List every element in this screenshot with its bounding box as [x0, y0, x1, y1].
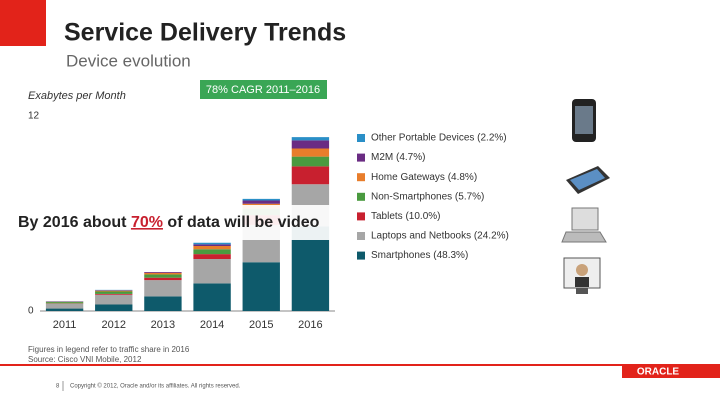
page-number: 8 [56, 384, 60, 390]
slide-title: Service Delivery Trends [64, 19, 346, 47]
bar-segment [193, 259, 231, 284]
y-tick-label: 0 [28, 306, 34, 317]
monitor-icon [563, 257, 601, 294]
bar-segment [291, 137, 330, 141]
x-tick-label: 2011 [53, 319, 77, 331]
legend-swatch [357, 134, 365, 142]
bar-segment [193, 246, 231, 250]
bar-segment [291, 140, 330, 149]
annotation: 78% CAGR 2011–2016 [206, 84, 320, 96]
note: Figures in legend refer to traffic share… [28, 345, 190, 354]
legend-label: Home Gateways (4.8%) [371, 172, 477, 183]
y-tick-label: 12 [28, 111, 40, 122]
callout-highlight: 70% [131, 214, 163, 231]
copyright: Copyright © 2012, Oracle and/or its affi… [70, 383, 241, 390]
bar-segment [144, 280, 182, 297]
logo-box [622, 364, 720, 378]
legend: Smartphones (48.3%) Laptops and Netbooks … [357, 133, 509, 261]
legend-swatch [357, 153, 365, 162]
phone-icon [572, 99, 596, 142]
bar-segment [95, 291, 133, 294]
legend-label: Laptops and Netbooks (24.2%) [371, 231, 509, 242]
callout-text: By 2016 about [18, 214, 131, 231]
x-tick-label: 2015 [249, 319, 273, 331]
bar-segment [95, 293, 133, 295]
legend-swatch [357, 251, 365, 260]
callout-box [12, 205, 355, 240]
bar-segment [193, 242, 231, 245]
bar-segment [95, 304, 133, 311]
bar-segment [144, 272, 182, 275]
legend-label: Non-Smartphones (5.7%) [371, 191, 484, 202]
bar-segment [144, 272, 182, 273]
bar-segment [95, 290, 133, 292]
legend-swatch [357, 232, 365, 240]
bar-segment [291, 148, 330, 157]
x-tick-label: 2016 [298, 319, 322, 331]
bar-segment [242, 262, 280, 311]
bar-segment [45, 303, 84, 309]
brand-block [0, 0, 46, 46]
plot: 0 12 2011 2012 2013 2014 2015 2016 [28, 111, 335, 331]
note: Source: Cisco VNI Mobile, 2012 [28, 355, 142, 364]
callout-text: of data will be video [163, 214, 320, 231]
bar-segment [291, 226, 330, 311]
legend-swatch [357, 173, 365, 182]
bar-segment [95, 294, 133, 305]
bar-segment [193, 283, 231, 311]
callout: By 2016 about 70% of data will be video [18, 214, 320, 231]
slide-subtitle: Device evolution [66, 51, 191, 70]
bar-segment [45, 302, 84, 304]
legend-label: Smartphones (48.3%) [371, 250, 468, 261]
logo: ORACLE [637, 367, 680, 378]
x-tick-label: 2013 [151, 319, 175, 331]
legend-swatch [357, 212, 365, 221]
tablet-icon [566, 166, 610, 194]
bar-segment [291, 156, 330, 167]
legend-label: Tablets (10.0%) [371, 211, 440, 222]
bar-segment [144, 277, 182, 281]
bar-segment [144, 296, 182, 311]
legend-label: Other Portable Devices (2.2%) [371, 133, 507, 144]
laptop-icon [561, 207, 607, 243]
annotation-box [200, 80, 327, 99]
bar-segment [144, 274, 182, 278]
legend-swatch [357, 192, 365, 201]
bar-segment [242, 200, 280, 204]
legend-label: M2M (4.7%) [371, 152, 425, 163]
bar-segment [291, 166, 330, 185]
bar-segment [242, 198, 280, 201]
bar-segment [45, 308, 84, 311]
bar-segment [193, 249, 231, 255]
y-axis-label: Exabytes per Month [28, 90, 126, 102]
x-tick-label: 2014 [200, 319, 224, 331]
x-tick-label: 2012 [102, 319, 126, 331]
bar-segment [193, 244, 231, 246]
bar-segment [193, 254, 231, 259]
